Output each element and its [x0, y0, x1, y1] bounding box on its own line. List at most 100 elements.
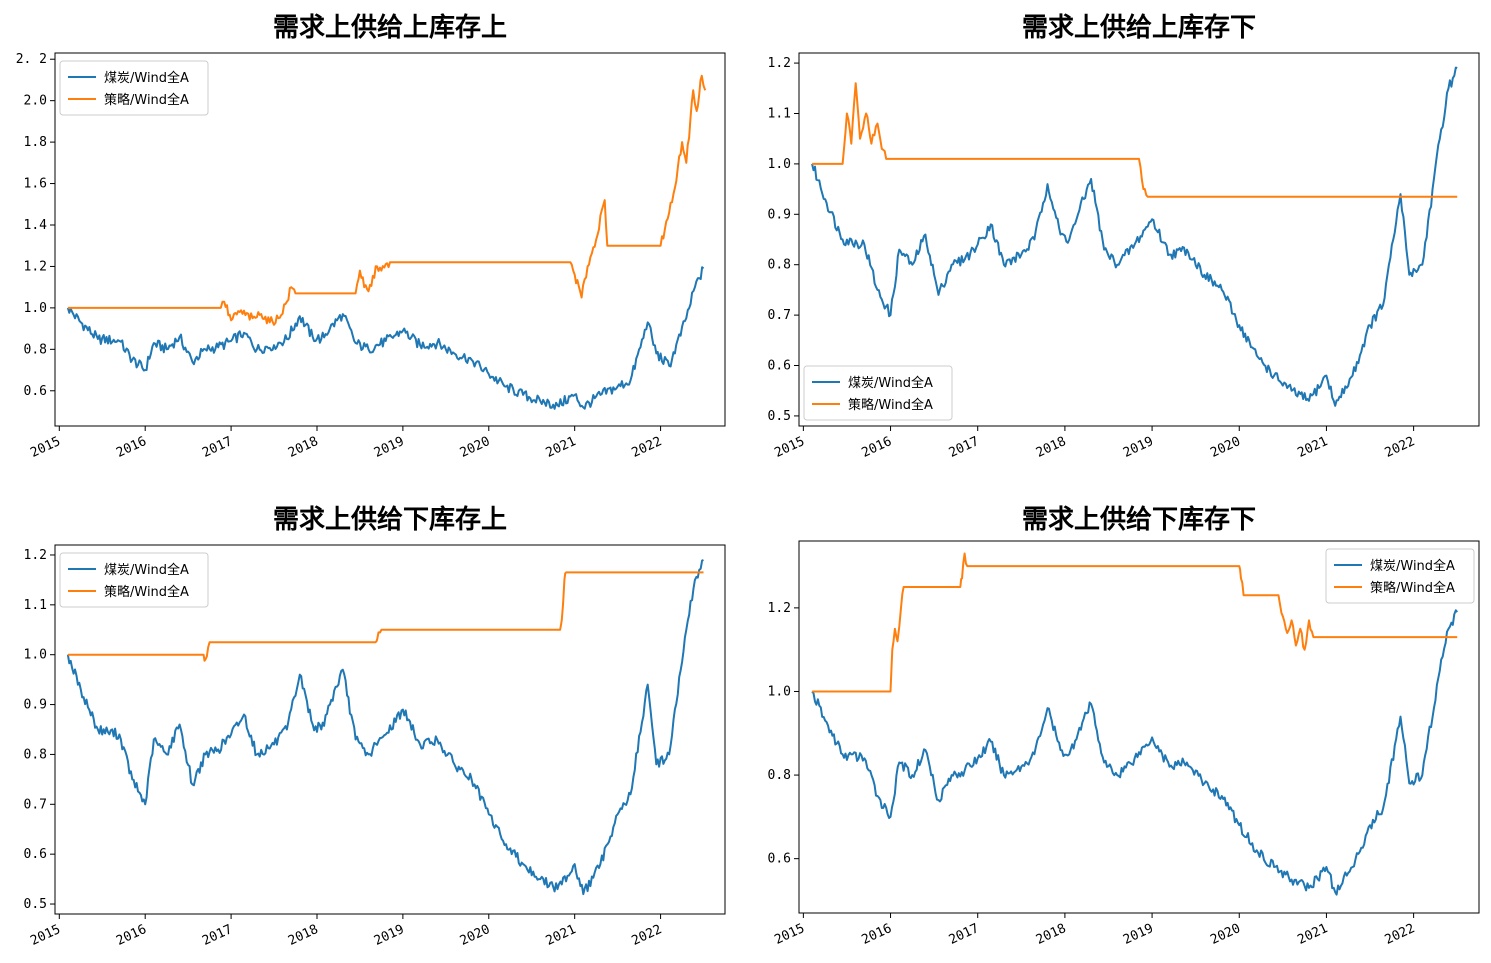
x-tick-label: 2015 [28, 922, 63, 949]
legend-label: 策略/Wind全A [104, 92, 189, 108]
x-tick-label: 2015 [772, 434, 807, 461]
y-tick-label: 1.1 [768, 106, 791, 121]
x-tick-label: 2017 [947, 921, 982, 948]
x-tick-label: 2015 [772, 921, 807, 948]
y-tick-label: 0.8 [24, 747, 47, 762]
series-line-strategy [67, 74, 707, 326]
legend: 煤炭/Wind全A 策略/Wind全A [803, 365, 953, 421]
series-line-coal [811, 66, 1458, 407]
x-tick-label: 2018 [286, 922, 321, 949]
x-tick-label: 2020 [458, 434, 493, 461]
series-line-strategy [67, 571, 704, 662]
y-tick-label: 0.6 [768, 359, 791, 374]
y-tick-label: 0.5 [768, 409, 791, 424]
y-tick-label: 1.1 [24, 598, 47, 613]
legend: 煤炭/Wind全A 策略/Wind全A [59, 60, 209, 116]
legend-label: 煤炭/Wind全A [1370, 558, 1455, 574]
y-tick-label: 0.6 [24, 847, 47, 862]
plot-frame [798, 52, 1480, 427]
chart-svg-2: 需求上供给上库存下 0.5 0.6 0.7 0.8 0.9 1.0 1.1 1.2 2015 201… [768, 12, 1480, 461]
plot-frame [798, 540, 1480, 914]
legend-label: 煤炭/Wind全A [104, 70, 189, 86]
x-tick-label: 2019 [372, 434, 407, 461]
y-tick-label: 0.7 [768, 308, 791, 323]
x-tick-label: 2021 [1295, 434, 1330, 461]
y-tick-label: 1.6 [24, 177, 47, 192]
legend-box [59, 552, 209, 608]
series-line-coal [66, 266, 705, 410]
chart-title: 需求上供给下库存上 [273, 504, 507, 535]
x-tick-label: 2022 [630, 922, 665, 949]
x-tick-label: 2022 [630, 434, 665, 461]
legend-box [803, 365, 953, 421]
legend: 煤炭/Wind全A 策略/Wind全A [59, 552, 209, 608]
chart-panel-2: 需求上供给上库存下 0.5 0.6 0.7 0.8 0.9 1.0 1.1 1.2 2015 201… [746, 0, 1491, 481]
legend: 煤炭/Wind全A 策略/Wind全A [1325, 548, 1475, 604]
chart-panel-3: 需求上供给下库存上 0.5 0.6 0.7 0.8 0.9 1.0 1.1 1.2 2015 201… [0, 482, 745, 963]
y-tick-label: 1.4 [24, 218, 48, 233]
x-tick-label: 2016 [860, 434, 895, 461]
legend-box [59, 60, 209, 116]
chart-title: 需求上供给下库存下 [1022, 504, 1256, 535]
y-tick-label: 1.8 [24, 135, 47, 150]
x-tick-label: 2016 [114, 922, 149, 949]
x-tick-label: 2017 [200, 434, 235, 461]
chart-panel-4: 需求上供给下库存下 0.6 0.8 1.0 1.2 2015 2016 2017 2018 201… [746, 482, 1491, 963]
y-tick-label: 1.0 [768, 684, 791, 699]
y-tick-label: 0.7 [24, 797, 47, 812]
y-tick-label: 1.2 [24, 548, 47, 563]
series-line-coal [811, 609, 1458, 896]
y-tick-label: 0.8 [768, 768, 791, 783]
chart-title: 需求上供给上库存下 [1022, 12, 1256, 43]
x-tick-label: 2022 [1383, 434, 1418, 461]
y-tick-label: 0.8 [24, 342, 47, 357]
chart-svg-4: 需求上供给下库存下 0.6 0.8 1.0 1.2 2015 2016 2017 2018 201… [768, 504, 1480, 948]
y-tick-label: 2.0 [24, 94, 47, 109]
x-tick-label: 2018 [286, 434, 321, 461]
x-tick-label: 2021 [544, 434, 579, 461]
y-tick-label: 0.6 [768, 852, 791, 867]
x-tick-label: 2017 [947, 434, 982, 461]
x-tick-label: 2021 [544, 922, 579, 949]
y-tick-label: 1.0 [24, 648, 47, 663]
plot-frame [54, 52, 726, 427]
plot-frame [54, 544, 726, 915]
x-tick-label: 2021 [1295, 921, 1330, 948]
chart-title: 需求上供给上库存上 [273, 12, 507, 43]
chart-panel-1: 需求上供给上库存上 0.6 0.8 1.0 1.2 1.4 1.6 1.8 2.0 2. 2 201… [0, 0, 745, 481]
x-tick-label: 2022 [1383, 921, 1418, 948]
legend-label: 策略/Wind全A [848, 397, 933, 413]
legend-box [1325, 548, 1475, 604]
legend-label: 煤炭/Wind全A [104, 562, 189, 578]
y-tick-label: 1.0 [24, 301, 47, 316]
y-tick-label: 1.2 [24, 259, 47, 274]
x-tick-label: 2019 [1121, 921, 1156, 948]
x-tick-label: 2018 [1034, 434, 1069, 461]
x-tick-label: 2020 [1208, 434, 1243, 461]
x-tick-label: 2016 [860, 921, 895, 948]
y-tick-label: 2. 2 [16, 52, 47, 67]
series-line-strategy [812, 552, 1458, 693]
legend-label: 策略/Wind全A [1370, 580, 1455, 596]
y-tick-label: 0.9 [768, 207, 791, 222]
x-tick-label: 2017 [200, 922, 235, 949]
legend-label: 策略/Wind全A [104, 584, 189, 600]
y-tick-label: 0.5 [24, 897, 47, 912]
y-tick-label: 1.2 [768, 601, 791, 616]
x-tick-label: 2019 [1121, 434, 1156, 461]
y-tick-label: 1.0 [768, 157, 791, 172]
x-tick-label: 2015 [28, 434, 63, 461]
series-line-strategy [812, 82, 1458, 198]
x-tick-label: 2018 [1034, 921, 1069, 948]
x-tick-label: 2019 [372, 922, 407, 949]
x-tick-label: 2020 [1208, 921, 1243, 948]
chart-svg-1: 需求上供给上库存上 0.6 0.8 1.0 1.2 1.4 1.6 1.8 2.0 2. 2 201… [16, 12, 726, 461]
legend-label: 煤炭/Wind全A [848, 375, 933, 391]
y-tick-label: 0.9 [24, 698, 47, 713]
chart-svg-3: 需求上供给下库存上 0.5 0.6 0.7 0.8 0.9 1.0 1.1 1.2 2015 201… [24, 504, 726, 949]
x-tick-label: 2016 [114, 434, 149, 461]
x-tick-label: 2020 [458, 922, 493, 949]
y-tick-label: 0.6 [24, 384, 47, 399]
y-tick-label: 1.2 [768, 56, 791, 71]
y-tick-label: 0.8 [768, 258, 791, 273]
